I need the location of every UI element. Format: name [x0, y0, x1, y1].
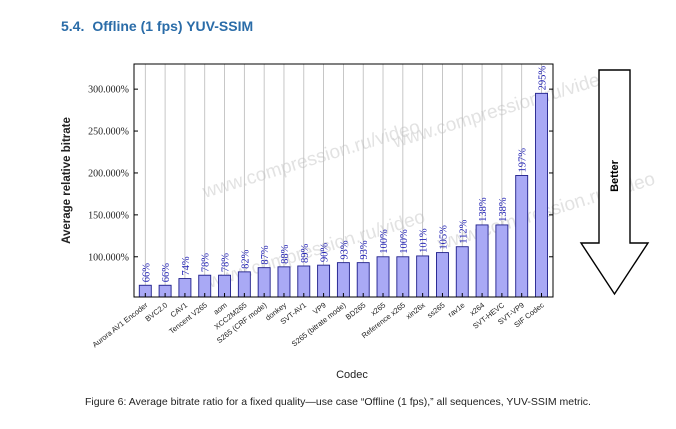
down-arrow-icon: [579, 69, 650, 296]
data-label: 138%: [498, 197, 509, 222]
label-layer: 66% 66% 74% 78% 78% 82% 87% 88% 89% 90% 93% 93% 100%…: [141, 66, 548, 283]
data-label: 93%: [359, 240, 370, 260]
y-tick-label: 150.000%: [88, 210, 129, 221]
section-title: 5.4. Offline (1 fps) YUV-SSIM: [61, 18, 253, 34]
bar: [535, 92, 548, 298]
x-tick-label: ss265: [425, 300, 446, 319]
bar: [515, 175, 529, 298]
bar: [396, 256, 410, 298]
bar: [495, 224, 509, 298]
data-label: 74%: [181, 256, 192, 276]
data-label: 197%: [518, 148, 529, 173]
data-label: 93%: [339, 240, 350, 260]
y-axis-label: Average relative bitrate: [61, 117, 73, 244]
data-label: 100%: [379, 229, 390, 254]
data-label: 105%: [438, 225, 449, 250]
data-label: 100%: [399, 229, 410, 254]
data-label: 101%: [419, 228, 430, 253]
section-title-text: Offline (1 fps) YUV-SSIM: [92, 18, 254, 34]
y-tick-label: 200.000%: [88, 168, 129, 179]
data-label: 90%: [320, 243, 331, 263]
data-label: 88%: [280, 244, 291, 264]
bar: [436, 252, 449, 298]
bar: [336, 262, 350, 298]
data-label: 89%: [300, 243, 311, 263]
data-label: 82%: [240, 249, 251, 268]
watermark-text: www.compression.ru/video: [199, 117, 422, 203]
data-label: 295%: [538, 66, 549, 91]
data-label: 78%: [201, 253, 212, 273]
x-tick-label: xin26x: [404, 300, 427, 321]
x-tick-label: BD265: [344, 300, 368, 321]
bar: [376, 256, 390, 298]
better-label: Better: [609, 159, 621, 192]
bar: [455, 246, 469, 298]
bar: [297, 265, 311, 298]
bar: [416, 255, 430, 298]
bar-layer: [138, 92, 548, 298]
bar: [277, 266, 291, 298]
data-label: 78%: [221, 253, 232, 273]
section-number: 5.4.: [61, 18, 85, 34]
y-tick-label: 100.000%: [88, 252, 129, 263]
bar: [257, 267, 271, 298]
bitrate-chart: www.compression.ru/videowww.compression.…: [61, 63, 658, 381]
y-tick-label: 250.000%: [88, 127, 129, 138]
y-tick-label: 300.000%: [88, 85, 129, 96]
figure-caption: Figure 6: Average bitrate ratio for a fi…: [85, 396, 591, 408]
x-tick-label: Aurora AV1 Encoder: [91, 300, 150, 349]
bar: [475, 224, 489, 298]
x-tick-label: rav1e: [446, 300, 466, 319]
data-label: 112%: [458, 219, 469, 243]
x-tick-label: BVC2.0: [143, 300, 169, 323]
x-axis-label: Codec: [336, 369, 368, 381]
data-label: 138%: [478, 197, 489, 222]
watermark-text: www.compression.ru/video: [204, 207, 427, 293]
better-arrow: Better: [579, 69, 650, 296]
bar: [356, 262, 370, 298]
data-label: 66%: [161, 263, 172, 283]
data-label: 66%: [141, 263, 152, 283]
bar: [317, 264, 331, 298]
data-label: 87%: [260, 245, 271, 265]
